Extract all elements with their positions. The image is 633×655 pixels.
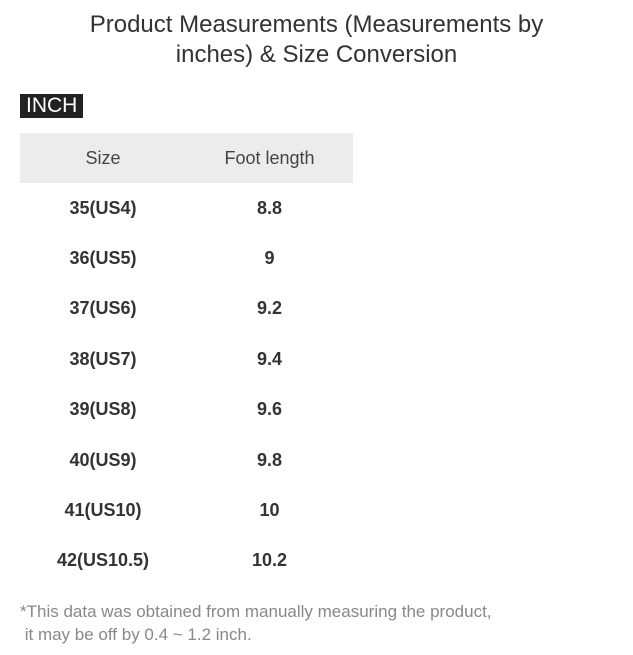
size-cell: 42(US10.5)	[56, 550, 150, 571]
size-cell: 40(US9)	[69, 449, 137, 470]
unit-tag: INCH	[20, 94, 84, 118]
table-row: 39(US8) 9.6	[20, 385, 353, 435]
size-cell: 37(US6)	[69, 298, 137, 319]
size-cell: 39(US8)	[69, 399, 137, 420]
foot-length-cell: 10.2	[251, 550, 288, 571]
size-cell: 36(US5)	[69, 248, 137, 269]
foot-length-cell: 9.2	[256, 298, 283, 319]
foot-length-cell: 9.4	[256, 348, 283, 369]
foot-length-cell: 8.8	[256, 197, 283, 218]
table-row: 35(US4) 8.8	[20, 183, 353, 233]
foot-length-cell: 9	[264, 248, 275, 269]
foot-length-cell: 10	[259, 500, 280, 521]
table-row: 42(US10.5) 10.2	[20, 536, 353, 586]
size-table: Size Foot length 35(US4) 8.8 36(US5) 9 37(US…	[20, 133, 353, 586]
note-line-2: it may be off by 0.4 ~ 1.2 inch.	[20, 625, 252, 644]
table-row: 40(US9) 9.8	[20, 435, 353, 485]
size-cell: 35(US4)	[69, 197, 137, 218]
table-header: Size Foot length	[20, 133, 353, 183]
table-row: 37(US6) 9.2	[20, 284, 353, 334]
table-row: 36(US5) 9	[20, 233, 353, 283]
title-line-2: inches) & Size Conversion	[175, 41, 458, 68]
disclaimer-note: *This data was obtained from manually me…	[20, 600, 492, 646]
header-size: Size	[85, 147, 121, 168]
size-cell: 41(US10)	[64, 500, 142, 521]
note-line-1: *This data was obtained from manually me…	[20, 602, 492, 621]
table-row: 38(US7) 9.4	[20, 334, 353, 384]
title-line-1: Product Measurements (Measurements by	[89, 11, 544, 38]
foot-length-cell: 9.8	[256, 449, 283, 470]
page-title: Product Measurements (Measurements by in…	[0, 10, 633, 70]
header-foot-length: Foot length	[224, 147, 315, 168]
size-cell: 38(US7)	[69, 348, 137, 369]
table-row: 41(US10) 10	[20, 485, 353, 535]
foot-length-cell: 9.6	[256, 399, 283, 420]
